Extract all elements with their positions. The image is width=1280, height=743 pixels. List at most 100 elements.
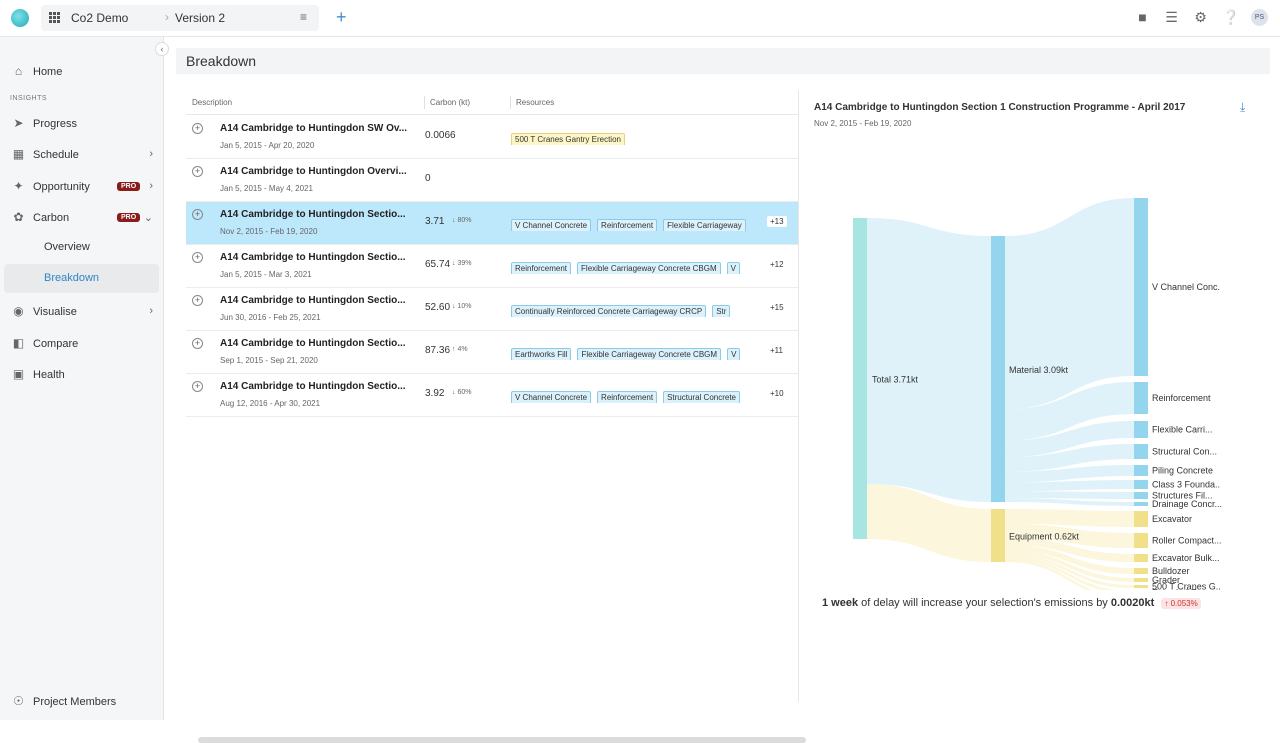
sidebar-item-visualise[interactable]: ◉ Visualise › [4, 298, 159, 327]
sidebar-item-label: Progress [33, 118, 78, 130]
node-label-material-item: Flexible Carri... [1152, 425, 1213, 435]
node-label-material-item: Piling Concrete [1152, 466, 1213, 476]
filter-menu-icon[interactable]: ≡ [299, 10, 307, 24]
flow-equipment-2 [1005, 537, 1134, 562]
chart-title: A14 Cambridge to Huntingdon Section 1 Co… [814, 102, 1186, 113]
table-row[interactable]: + A14 Cambridge to Huntingdon Sectio... Se… [186, 331, 798, 374]
chevron-right-icon: › [149, 148, 153, 160]
row-description: A14 Cambridge to Huntingdon Sectio... [220, 338, 406, 349]
more-tags-count[interactable]: +11 [767, 345, 786, 356]
download-icon[interactable]: ⤓ [1240, 100, 1246, 114]
table-row[interactable]: + A14 Cambridge to Huntingdon Sectio... Ju… [186, 288, 798, 331]
expand-icon[interactable]: + [192, 166, 203, 177]
resource-tag[interactable]: V Channel Concrete [511, 391, 592, 403]
row-trend: ↓ 39% [452, 260, 472, 267]
eye-icon: ◉ [13, 304, 24, 318]
apps-grid-icon[interactable] [49, 12, 60, 23]
flow-total-material [867, 218, 991, 502]
layers-icon[interactable]: ☰ [1165, 9, 1178, 25]
more-tags-count[interactable]: +10 [767, 388, 787, 399]
row-resource-tags: Earthworks Fill Flexible Carriageway Conc… [511, 344, 764, 360]
table-row[interactable]: + A14 Cambridge to Huntingdon SW Ov... Jan… [186, 116, 798, 159]
table-row[interactable]: + A14 Cambridge to Huntingdon Overvi... Ja… [186, 159, 798, 202]
chart-dates: Nov 2, 2015 - Feb 19, 2020 [814, 119, 912, 128]
resource-tag[interactable]: Reinforcement [597, 391, 658, 403]
column-header-description[interactable]: Description [192, 98, 233, 107]
column-header-carbon[interactable]: Carbon (kt) [430, 98, 471, 107]
sidebar-item-schedule[interactable]: ▦ Schedule › [4, 141, 159, 170]
sidebar-item-progress[interactable]: ➤ Progress [4, 110, 159, 139]
table-row[interactable]: + A14 Cambridge to Huntingdon Sectio... No… [186, 202, 798, 245]
sidebar-subitem-overview[interactable]: Overview [4, 233, 159, 262]
collapse-sidebar-button[interactable]: ‹ [155, 42, 169, 56]
row-carbon-value: 65.74 [425, 259, 451, 270]
sidebar-item-label: Home [33, 66, 63, 78]
node-material-item [1134, 198, 1148, 376]
expand-icon[interactable]: + [192, 252, 203, 263]
resource-tag[interactable]: V Channel Concrete [511, 219, 592, 231]
resource-tag[interactable]: Flexible Carriageway Concrete CBGM [577, 262, 721, 274]
resource-tag[interactable]: Earthworks Fill [511, 348, 572, 360]
expand-icon[interactable]: + [192, 381, 203, 392]
help-chat-icon[interactable]: ❔ [1222, 9, 1240, 25]
sidebar-item-health[interactable]: ▣ Health [4, 361, 159, 390]
resource-tag[interactable]: V [726, 262, 740, 274]
more-tags-count[interactable]: +13 [767, 216, 787, 227]
compare-icon: ◧ [12, 336, 25, 350]
node-label-equipment-item: Excavator Bulk... [1152, 553, 1220, 563]
resource-tag[interactable]: Str [712, 305, 731, 317]
gear-icon[interactable]: ⚙ [1194, 9, 1207, 25]
expand-icon[interactable]: + [192, 338, 203, 349]
table-row[interactable]: + A14 Cambridge to Huntingdon Sectio... Au… [186, 374, 798, 417]
sidebar: ‹ ⌂ Home INSIGHTS ➤ Progress ▦ Schedule … [0, 37, 169, 720]
project-name[interactable]: Co2 Demo [71, 11, 129, 25]
resource-tag[interactable]: V [727, 348, 741, 360]
expand-icon[interactable]: + [192, 123, 203, 134]
node-material-item [1134, 502, 1148, 506]
resource-tag[interactable]: Structural Concrete [663, 391, 740, 403]
sidebar-item-project-members[interactable]: ☉ Project Members [4, 688, 159, 717]
resource-tag[interactable]: 500 T Cranes Gantry Erection [511, 133, 625, 145]
resource-tag[interactable]: Flexible Carriageway Concrete CBGM [577, 348, 722, 360]
sidebar-item-home[interactable]: ⌂ Home [4, 58, 159, 87]
resource-tag[interactable]: Continually Reinforced Concrete Carriage… [511, 305, 707, 317]
sidebar-item-carbon[interactable]: ✿ Carbon PRO ⌄ [4, 204, 159, 233]
expand-icon[interactable]: + [192, 295, 203, 306]
cube-icon[interactable]: ■ [1138, 9, 1147, 25]
page-header: Breakdown [176, 48, 1270, 74]
version-name[interactable]: Version 2 [175, 11, 226, 25]
sidebar-subitem-label: Breakdown [44, 272, 100, 284]
more-tags-count[interactable]: +15 [767, 302, 787, 313]
column-header-resources[interactable]: Resources [516, 98, 555, 107]
flow-material-5 [1005, 480, 1134, 492]
more-tags-count[interactable]: +12 [767, 259, 787, 270]
node-material-item [1134, 421, 1148, 438]
avatar[interactable]: PS [1251, 9, 1268, 26]
app-logo[interactable] [11, 9, 29, 27]
node-label-equipment: Equipment 0.62kt [1009, 532, 1080, 542]
sidebar-item-label: Schedule [33, 149, 79, 161]
node-label-equipment-item: 500 T Cranes G.. [1152, 582, 1221, 591]
sidebar-item-label: Health [33, 369, 65, 381]
table-row[interactable]: + A14 Cambridge to Huntingdon Sectio... Ja… [186, 245, 798, 288]
node-label-material-item: Reinforcement [1152, 393, 1211, 403]
node-material-item [1134, 465, 1148, 476]
node-equipment-item [1134, 533, 1148, 548]
sidebar-subitem-breakdown[interactable]: Breakdown [4, 264, 159, 293]
health-icon: ▣ [12, 367, 25, 381]
add-tab-button[interactable]: + [336, 7, 347, 27]
node-material [991, 236, 1005, 502]
row-trend: ↓ 10% [452, 303, 472, 310]
node-equipment-item [1134, 578, 1148, 582]
row-dates: Jan 5, 2015 - Mar 3, 2021 [220, 270, 312, 279]
project-selector[interactable]: Co2 Demo › Version 2 ≡ [41, 5, 319, 31]
horizontal-scrollbar[interactable] [198, 737, 806, 743]
node-label-material-item: V Channel Conc. [1152, 282, 1220, 292]
expand-icon[interactable]: + [192, 209, 203, 220]
row-resource-tags: V Channel Concrete Reinforcement Flexible … [511, 215, 764, 231]
sidebar-item-compare[interactable]: ◧ Compare [4, 330, 159, 359]
sidebar-item-opportunity[interactable]: ✦ Opportunity PRO › [4, 173, 159, 202]
resource-tag[interactable]: Reinforcement [511, 262, 572, 274]
resource-tag[interactable]: Flexible Carriageway [663, 219, 746, 231]
resource-tag[interactable]: Reinforcement [597, 219, 658, 231]
